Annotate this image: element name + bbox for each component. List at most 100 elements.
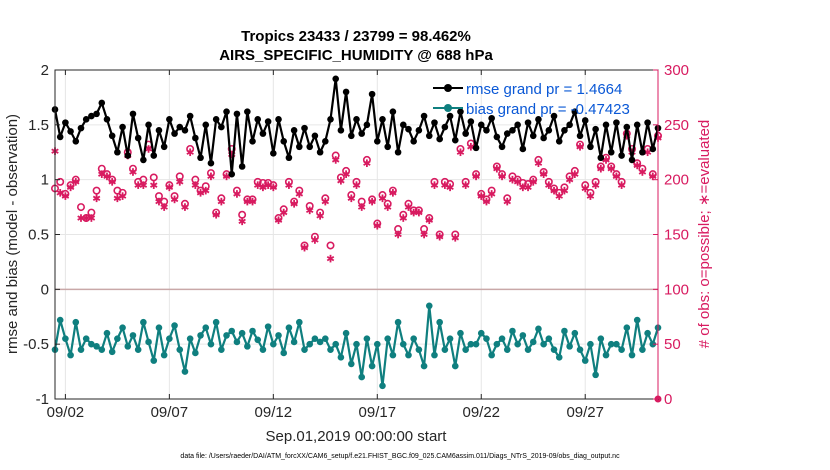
y-right-tick-label: 250: [664, 117, 689, 134]
rmse-point: [524, 119, 532, 126]
rmse-point: [306, 143, 314, 151]
bias-point: [514, 340, 521, 348]
obs-evaluated-point: [430, 181, 439, 189]
bias-point: [62, 335, 69, 342]
bias-point: [399, 340, 407, 348]
rmse-point: [436, 135, 443, 143]
rmse-point: [56, 133, 64, 141]
asterisk-stroke: [305, 207, 314, 214]
asterisk-stroke: [259, 184, 267, 191]
rmse-point: [446, 112, 454, 120]
bias-point: [451, 362, 459, 370]
asterisk-stroke: [482, 198, 491, 205]
rmse-point: [82, 116, 90, 123]
asterisk-stroke: [217, 198, 226, 205]
rmse-point: [181, 127, 189, 134]
obs-evaluated-point: [129, 168, 137, 176]
obs-evaluated-point: [555, 192, 563, 200]
bias-point: [571, 329, 579, 337]
obs-evaluated-point: [363, 159, 371, 168]
obs-evaluated-point: [87, 214, 96, 222]
rmse-point: [389, 108, 397, 115]
bias-point: [327, 346, 334, 353]
rmse-point: [223, 108, 230, 115]
asterisk-stroke: [269, 184, 278, 191]
bias-point: [186, 335, 194, 342]
rmse-point: [134, 134, 142, 142]
asterisk-stroke: [337, 178, 345, 184]
rmse-point: [228, 170, 236, 178]
obs-evaluated-point: [326, 254, 335, 263]
bias-point: [56, 316, 64, 324]
obs-evaluated-point: [139, 181, 148, 189]
bias-point: [228, 327, 236, 335]
asterisk-stroke: [363, 160, 371, 166]
rmse-point: [285, 154, 293, 162]
rmse-point: [628, 156, 636, 164]
rmse-point: [639, 148, 646, 156]
rmse-point: [238, 163, 246, 170]
obs-evaluated-point: [404, 203, 413, 211]
obs-evaluated-point: [373, 221, 382, 230]
asterisk-stroke: [472, 173, 480, 180]
rmse-point: [399, 121, 407, 129]
bias-point: [623, 324, 631, 332]
rmse-point: [597, 154, 605, 162]
rmse-point: [316, 148, 324, 156]
rmse-point: [550, 112, 558, 120]
obs-evaluated-point: [581, 184, 589, 193]
rmse-point: [129, 110, 137, 118]
obs-evaluated-point: [446, 183, 454, 192]
obs-possible-point: [238, 210, 247, 219]
bias-point: [441, 346, 449, 353]
asterisk-stroke: [378, 195, 387, 201]
obs-possible-point: [76, 203, 85, 212]
bias-point: [233, 338, 241, 346]
bias-point: [358, 373, 365, 381]
bias-point: [337, 354, 345, 361]
x-tick-label: 09/17: [359, 404, 397, 421]
y-tick-label: 0.5: [28, 227, 49, 244]
bias-point: [342, 329, 350, 337]
bias-point: [540, 340, 547, 348]
rmse-point: [88, 112, 95, 120]
rmse-point: [571, 108, 579, 115]
obs-evaluated-point: [321, 197, 330, 206]
asterisk-stroke: [415, 209, 423, 216]
obs-evaluated-point: [378, 194, 387, 203]
rmse-point: [332, 75, 340, 83]
bias-point: [555, 354, 563, 361]
asterisk-stroke: [607, 166, 615, 172]
rmse-point: [472, 144, 480, 152]
rmse-point: [342, 88, 350, 96]
bias-point: [67, 351, 74, 359]
obs-evaluated-point: [565, 175, 574, 184]
rmse-point: [623, 123, 631, 131]
asterisk-stroke: [477, 193, 485, 199]
bias-point: [420, 362, 428, 370]
rmse-point: [363, 121, 371, 129]
bias-point: [425, 302, 433, 310]
rmse-point: [498, 143, 506, 151]
rmse-point: [301, 124, 308, 132]
asterisk-stroke: [529, 179, 537, 185]
bias-point: [415, 346, 423, 353]
asterisk-stroke: [238, 218, 246, 225]
rmse-point: [186, 112, 194, 120]
bias-point: [259, 346, 267, 353]
rmse-point: [290, 127, 298, 134]
asterisk-stroke: [404, 204, 413, 210]
x-tick-label: 09/27: [566, 404, 604, 421]
rmse-point: [233, 110, 241, 118]
obs-evaluated-point: [186, 148, 194, 157]
asterisk-stroke: [155, 198, 163, 205]
rmse-point: [166, 116, 173, 123]
obs-evaluated-point: [456, 148, 465, 157]
obs-evaluated-point: [92, 194, 101, 203]
bias-point: [639, 346, 646, 353]
obs-evaluated-point: [337, 176, 345, 185]
rmse-point: [202, 121, 210, 129]
bias-point: [457, 329, 464, 337]
obs-evaluated-point: [633, 161, 641, 170]
rmse-point: [462, 130, 469, 137]
